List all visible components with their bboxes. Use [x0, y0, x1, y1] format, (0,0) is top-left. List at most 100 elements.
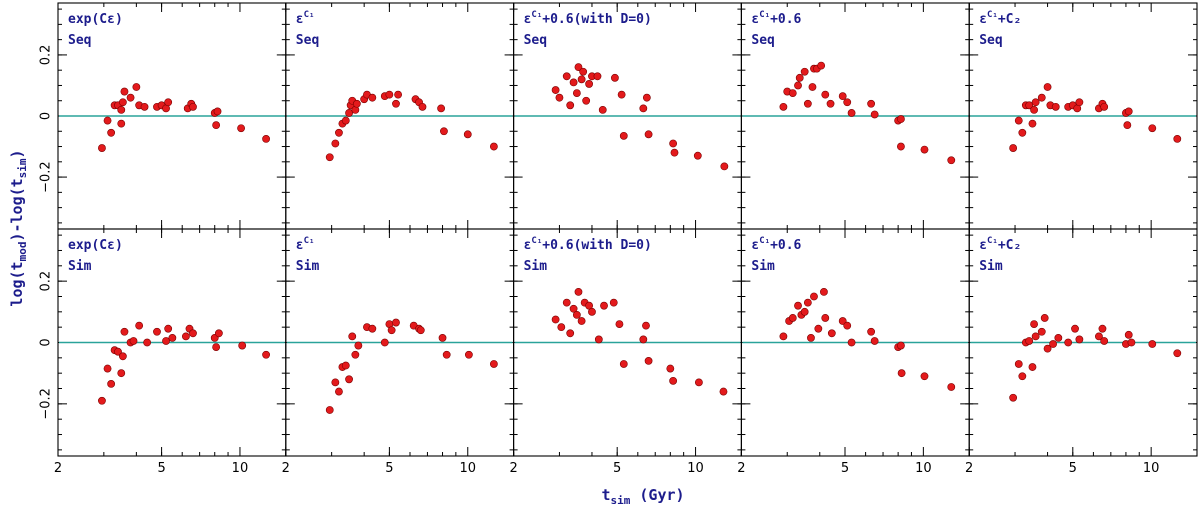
- data-point: [821, 314, 830, 322]
- data-point: [794, 81, 802, 90]
- data-point: [867, 327, 876, 336]
- data-point: [489, 142, 498, 151]
- x-tick-label: 10: [232, 461, 249, 476]
- panel-title: εC₁+C₂: [979, 236, 1021, 253]
- data-point: [669, 139, 678, 148]
- data-point: [189, 329, 197, 338]
- data-point: [593, 72, 602, 81]
- data-point: [843, 321, 852, 330]
- data-point: [779, 332, 788, 341]
- panel-sample-label: Seq: [68, 33, 91, 48]
- data-point: [579, 67, 588, 76]
- data-point: [325, 406, 334, 414]
- data-point: [140, 102, 149, 111]
- panel-r0-c3: εC₁+0.6 Seq: [740, 2, 970, 230]
- data-point: [617, 90, 626, 99]
- data-point: [600, 301, 608, 310]
- data-point: [1075, 98, 1084, 107]
- data-point: [810, 292, 818, 301]
- data-point: [807, 333, 815, 342]
- data-point: [585, 80, 594, 88]
- data-point: [719, 387, 728, 396]
- data-point: [669, 376, 678, 385]
- data-point: [1009, 144, 1018, 152]
- data-point: [153, 327, 161, 336]
- data-point: [438, 333, 447, 342]
- panel-title: εC₁+0.6: [751, 236, 801, 253]
- data-point: [392, 99, 400, 108]
- data-point: [827, 329, 836, 338]
- data-point: [1031, 332, 1040, 341]
- panel-r0-c2: εC₁+0.6(with D=0) Seq: [513, 2, 742, 230]
- data-point: [437, 104, 446, 113]
- data-point: [867, 99, 876, 108]
- data-point: [1025, 337, 1034, 345]
- data-point: [1051, 102, 1060, 111]
- x-tick-label: 5: [1069, 461, 1077, 476]
- panel-sample-label: Seq: [524, 33, 547, 48]
- data-point: [143, 338, 152, 347]
- data-point: [820, 287, 828, 296]
- data-point: [164, 324, 173, 333]
- data-point: [569, 78, 578, 87]
- data-point: [897, 369, 906, 378]
- data-point: [557, 323, 566, 332]
- x-tick-label: 10: [687, 461, 704, 476]
- x-tick-label: 5: [841, 461, 849, 476]
- panel-title: εC₁+0.6(with D=0): [524, 10, 652, 27]
- data-point: [341, 361, 350, 370]
- y-tick-label: 0.2: [39, 271, 54, 292]
- data-point: [212, 121, 221, 130]
- data-point: [1049, 340, 1057, 348]
- data-point: [615, 320, 624, 328]
- data-point: [577, 75, 586, 84]
- x-tick-label: 2: [509, 461, 517, 476]
- data-point: [164, 98, 173, 107]
- data-point: [489, 360, 498, 368]
- x-tick-label: 2: [54, 461, 62, 476]
- data-point: [562, 72, 571, 81]
- data-point: [352, 99, 361, 108]
- data-point: [331, 139, 340, 148]
- data-point: [213, 107, 222, 116]
- data-point: [803, 99, 812, 108]
- data-point: [182, 332, 190, 341]
- y-tick-label: 0.2: [39, 45, 54, 66]
- data-point: [555, 93, 564, 102]
- data-point: [416, 326, 425, 335]
- data-point: [795, 73, 804, 82]
- data-point: [779, 102, 788, 111]
- panel-sample-label: Sim: [296, 259, 320, 274]
- y-tick-label: −0.2: [39, 388, 54, 420]
- data-point: [1025, 101, 1034, 110]
- data-point: [120, 87, 129, 96]
- data-point: [1173, 135, 1182, 143]
- x-axis-label: tsim (Gyr): [601, 486, 684, 507]
- y-tick-label: −0.2: [39, 161, 54, 193]
- data-point: [639, 104, 648, 113]
- data-point: [644, 357, 653, 365]
- data-point: [1100, 102, 1109, 111]
- data-point: [351, 350, 360, 359]
- data-point: [794, 301, 802, 310]
- data-point: [843, 98, 852, 107]
- data-point: [788, 89, 797, 97]
- data-point: [368, 93, 377, 102]
- data-point: [237, 124, 245, 133]
- data-point: [947, 383, 956, 391]
- panel-title: exp(Cε): [68, 238, 123, 253]
- data-point: [1014, 116, 1023, 125]
- data-point: [98, 396, 106, 405]
- data-point: [642, 321, 650, 330]
- x-tick-label: 2: [965, 461, 973, 476]
- data-point: [582, 96, 591, 105]
- data-point: [826, 99, 835, 108]
- data-point: [335, 387, 343, 396]
- y-tick-label: 0: [39, 112, 54, 120]
- data-point: [1043, 83, 1052, 91]
- data-point: [394, 90, 402, 99]
- data-point: [114, 347, 122, 356]
- data-point: [1064, 338, 1073, 347]
